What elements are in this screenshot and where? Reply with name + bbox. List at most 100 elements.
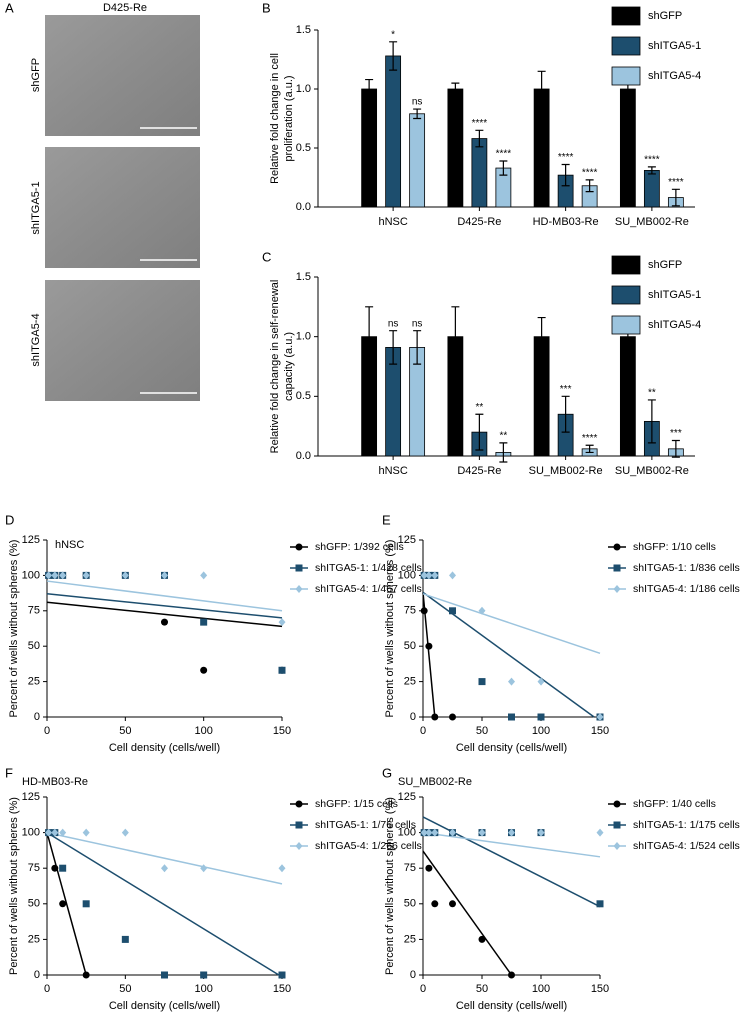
data-point [121, 935, 129, 943]
legend-label: shITGA5-4: 1/524 cells [633, 840, 740, 852]
significance-label: *** [670, 428, 682, 439]
x-tick-label: 100 [194, 725, 212, 737]
error-bar [537, 316, 546, 357]
significance-label: **** [496, 149, 512, 160]
x-tick-label: SU_MB002-Re [529, 465, 603, 477]
micrograph [45, 280, 200, 401]
y-axis-label: Percent of wells without spheres (%) [8, 540, 20, 718]
y-tick-label: 25 [404, 676, 416, 688]
bar [619, 336, 636, 457]
x-tick-label: D425-Re [457, 216, 501, 228]
error-bar [499, 442, 508, 463]
data-point [200, 864, 208, 873]
x-axis-label: Cell density (cells/well) [109, 1000, 220, 1012]
error-bar [413, 330, 422, 365]
x-tick-label: 0 [44, 725, 50, 737]
error-bar [389, 41, 398, 71]
data-point [537, 828, 545, 837]
x-tick-label: 100 [532, 725, 550, 737]
data-point [82, 900, 90, 908]
data-point [51, 864, 59, 872]
legend-marker [295, 585, 303, 593]
error-bar [671, 439, 680, 458]
legend-label: shITGA5-4 [648, 319, 701, 331]
x-tick-label: 50 [476, 983, 488, 995]
legend-label: shITGA5-1: 1/428 cells [315, 562, 422, 574]
x-tick-label: 50 [119, 725, 131, 737]
legend-swatch [611, 255, 641, 275]
data-point [59, 571, 67, 580]
error-bar [389, 330, 398, 365]
y-tick-label: 50 [404, 640, 416, 652]
y-tick-label: 1.0 [296, 83, 311, 95]
y-tick-label: 75 [28, 862, 40, 874]
data-point [420, 828, 428, 837]
chart-title: SU_MB002-Re [398, 776, 472, 788]
error-bar [647, 166, 656, 175]
data-point [508, 713, 515, 721]
fit-line [46, 831, 280, 976]
data-point [425, 828, 433, 837]
data-point [59, 828, 67, 837]
y-tick-label: 0 [410, 969, 416, 981]
data-point [59, 900, 67, 908]
legend-label: shITGA5-4: 1/266 cells [315, 840, 422, 852]
data-point [121, 828, 129, 837]
data-point [82, 828, 90, 837]
error-bar [475, 129, 484, 148]
x-tick-label: 0 [420, 725, 426, 737]
x-axis-label: Cell density (cells/well) [456, 1000, 567, 1012]
significance-label: ** [648, 388, 656, 399]
data-point [278, 666, 286, 674]
data-point [449, 607, 456, 615]
legend-marker [613, 543, 621, 551]
data-point [420, 607, 428, 615]
data-point [420, 571, 428, 580]
data-point [161, 971, 168, 979]
data-point [478, 828, 486, 837]
y-tick-label: 125 [22, 534, 40, 546]
legend-swatch [611, 66, 641, 86]
bar [619, 88, 636, 208]
x-tick-label: 150 [273, 983, 291, 995]
data-point [200, 618, 208, 626]
data-point [478, 935, 486, 943]
data-point [449, 571, 456, 580]
error-bar [475, 413, 484, 451]
x-axis-label: Cell density (cells/well) [109, 742, 220, 754]
x-tick-label: 0 [420, 983, 426, 995]
fit-line [422, 593, 601, 654]
legend-label: shGFP [648, 10, 682, 22]
data-point [45, 828, 53, 837]
bar [471, 138, 488, 208]
panel-title: D425-Re [103, 2, 147, 14]
panel-letter: G [382, 765, 392, 780]
data-point [449, 900, 456, 908]
data-point [82, 571, 90, 580]
significance-label: **** [472, 118, 488, 129]
panel-letter: F [5, 765, 13, 780]
x-tick-label: 100 [532, 983, 550, 995]
y-tick-label: 1.5 [296, 24, 311, 36]
y-tick-label: 125 [22, 791, 40, 803]
y-tick-label: 75 [404, 605, 416, 617]
fit-line [422, 850, 513, 976]
x-axis-label: Cell density (cells/well) [456, 742, 567, 754]
legend-label: shITGA5-1: 1/836 cells [633, 562, 740, 574]
data-point [51, 571, 59, 580]
y-tick-label: 1.5 [296, 271, 311, 283]
x-tick-label: 50 [476, 725, 488, 737]
error-bar [585, 179, 594, 193]
y-tick-label: 100 [22, 827, 40, 839]
y-axis-label: Relative fold change in self-renewal [269, 280, 281, 454]
x-tick-label: HD-MB03-Re [533, 216, 599, 228]
legend-label: shITGA5-1 [648, 289, 701, 301]
data-point [431, 571, 439, 580]
data-point [478, 606, 486, 615]
y-tick-label: 25 [404, 933, 416, 945]
y-tick-label: 0.5 [296, 142, 311, 154]
bar [409, 113, 426, 208]
y-axis-label: capacity (a.u.) [283, 332, 295, 401]
y-tick-label: 100 [398, 569, 416, 581]
